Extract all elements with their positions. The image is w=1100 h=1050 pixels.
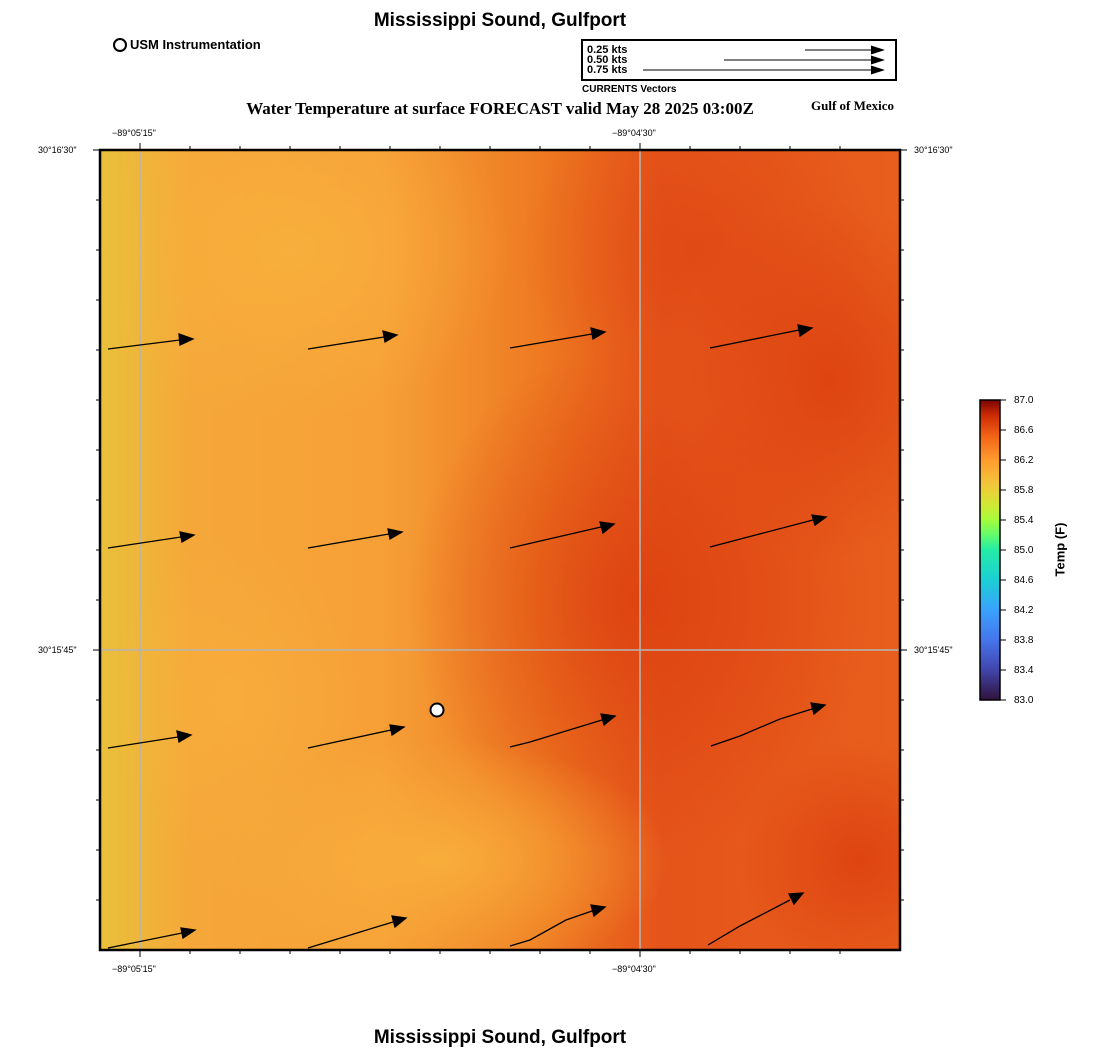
- colorbar-label: 87.0: [1014, 395, 1034, 406]
- colorbar-ticks: [1000, 399, 1006, 701]
- x-tick-label-bottom-2: −89°04'30": [612, 964, 656, 974]
- colorbar-label: 83.4: [1014, 665, 1034, 676]
- temperature-field: [100, 150, 900, 950]
- current-vector: [307, 330, 399, 350]
- current-vector: [509, 713, 617, 748]
- location-title-top: Mississippi Sound, Gulfport: [373, 10, 627, 31]
- current-vector: [307, 915, 408, 949]
- current-vector: [307, 724, 406, 749]
- colorbar-label: 85.4: [1014, 515, 1034, 526]
- x-tick-label-top-2: −89°04'30": [612, 128, 656, 138]
- x-tick-label-bottom-1: −89°05'15": [112, 964, 156, 974]
- map-main-title: Water Temperature at surface FORECAST va…: [246, 99, 754, 118]
- legend-arrowhead-050: [871, 55, 885, 65]
- graticule: [100, 150, 900, 950]
- colorbar-gradient: [979, 399, 1001, 701]
- vector-legend-box: 0.25 kts 0.50 kts 0.75 kts: [581, 39, 897, 81]
- vector-legend-caption: CURRENTS Vectors: [582, 84, 677, 95]
- vector-legend-label-3: 0.75 kts: [587, 64, 628, 76]
- current-vector: [107, 333, 195, 350]
- current-vector: [107, 531, 196, 549]
- colorbar-label: 86.6: [1014, 425, 1034, 436]
- usm-marker-icon: [113, 37, 127, 52]
- usm-legend-label: USM Instrumentation: [130, 37, 261, 52]
- region-label: Gulf of Mexico: [811, 98, 895, 113]
- colorbar-label: 83.8: [1014, 635, 1034, 646]
- legend-arrowhead-075: [871, 65, 885, 75]
- y-tick-label-left-2: 30°15'45": [38, 645, 77, 655]
- vector-legend-label-1: 0.25 kts: [587, 44, 628, 56]
- usm-legend: USM Instrumentation: [113, 37, 261, 52]
- current-vector: [107, 927, 197, 949]
- y-tick-label-left-1: 30°16'30": [38, 145, 77, 155]
- vector-legend-arrows: [643, 45, 885, 75]
- colorbar-label: 84.2: [1014, 605, 1034, 616]
- colorbar-label: 83.0: [1014, 695, 1034, 706]
- current-vector: [707, 892, 805, 946]
- current-vector: [509, 327, 607, 349]
- colorbar-label: 86.2: [1014, 455, 1034, 466]
- frame-ticks: [93, 143, 907, 957]
- colorbar-title: Temp (F): [1052, 522, 1068, 577]
- current-vector: [710, 702, 827, 747]
- colorbar-label: 85.0: [1014, 545, 1034, 556]
- y-tick-label-right-2: 30°15'45": [914, 645, 953, 655]
- current-vector: [107, 730, 193, 749]
- current-vector: [307, 528, 404, 549]
- vector-legend-label-2: 0.50 kts: [587, 54, 628, 66]
- colorbar-label: 84.6: [1014, 575, 1034, 586]
- usm-instrument-marker[interactable]: [429, 702, 445, 718]
- location-title-bottom: Mississippi Sound, Gulfport: [373, 1027, 627, 1048]
- x-tick-label-top-1: −89°05'15": [112, 128, 156, 138]
- current-vector: [709, 324, 814, 349]
- colorbar-label: 85.8: [1014, 485, 1034, 496]
- y-tick-label-right-1: 30°16'30": [914, 145, 953, 155]
- current-vectors: [107, 324, 828, 949]
- current-vector: [709, 514, 828, 548]
- current-vector: [509, 521, 616, 549]
- legend-arrowhead-025: [871, 45, 885, 55]
- current-vector: [509, 904, 607, 947]
